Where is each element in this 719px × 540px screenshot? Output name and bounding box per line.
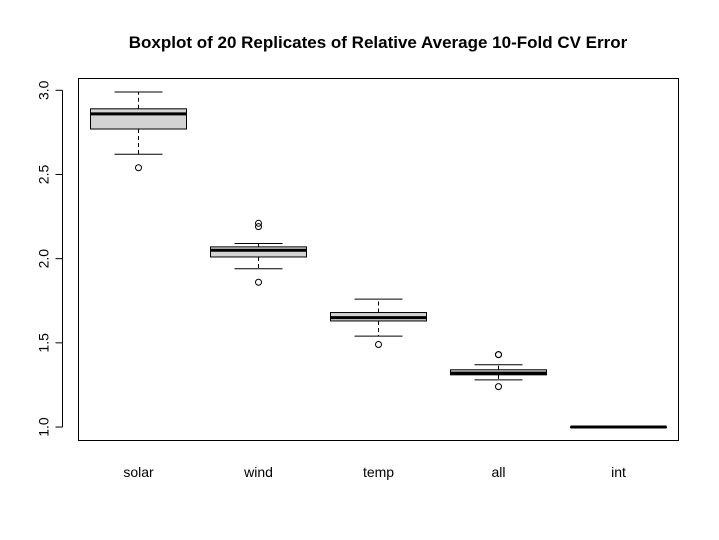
x-tick-label-temp: temp	[363, 464, 394, 480]
x-tick-label-all: all	[491, 464, 505, 480]
x-tick-label-solar: solar	[123, 464, 154, 480]
plot-frame	[78, 78, 679, 441]
y-tick-label: 1.0	[36, 417, 52, 437]
box-all	[450, 351, 547, 391]
box-wind	[210, 219, 307, 286]
iqr-box	[90, 108, 187, 130]
box-series	[90, 91, 667, 429]
outlier-point	[135, 164, 142, 172]
outlier-point	[495, 383, 502, 391]
outlier-point	[495, 351, 502, 359]
x-tick-label-wind: wind	[243, 464, 273, 480]
iqr-box	[210, 246, 307, 258]
box-solar	[90, 91, 187, 172]
y-axis: 1.0 1.5 2.0 2.5 3.0	[36, 80, 63, 437]
x-axis: solar wind temp all int	[123, 464, 626, 480]
y-tick-label: 2.0	[36, 249, 52, 269]
outlier-point	[255, 278, 262, 286]
y-tick-label: 1.5	[36, 333, 52, 353]
x-tick-label-int: int	[611, 464, 626, 480]
outlier-point	[255, 219, 262, 227]
y-tick-label: 3.0	[36, 80, 52, 100]
box-temp	[330, 298, 427, 349]
outlier-point	[375, 341, 382, 349]
outlier-point	[255, 223, 262, 231]
chart-title: Boxplot of 20 Replicates of Relative Ave…	[129, 33, 628, 52]
box-int	[570, 425, 667, 429]
y-tick-label: 2.5	[36, 165, 52, 185]
